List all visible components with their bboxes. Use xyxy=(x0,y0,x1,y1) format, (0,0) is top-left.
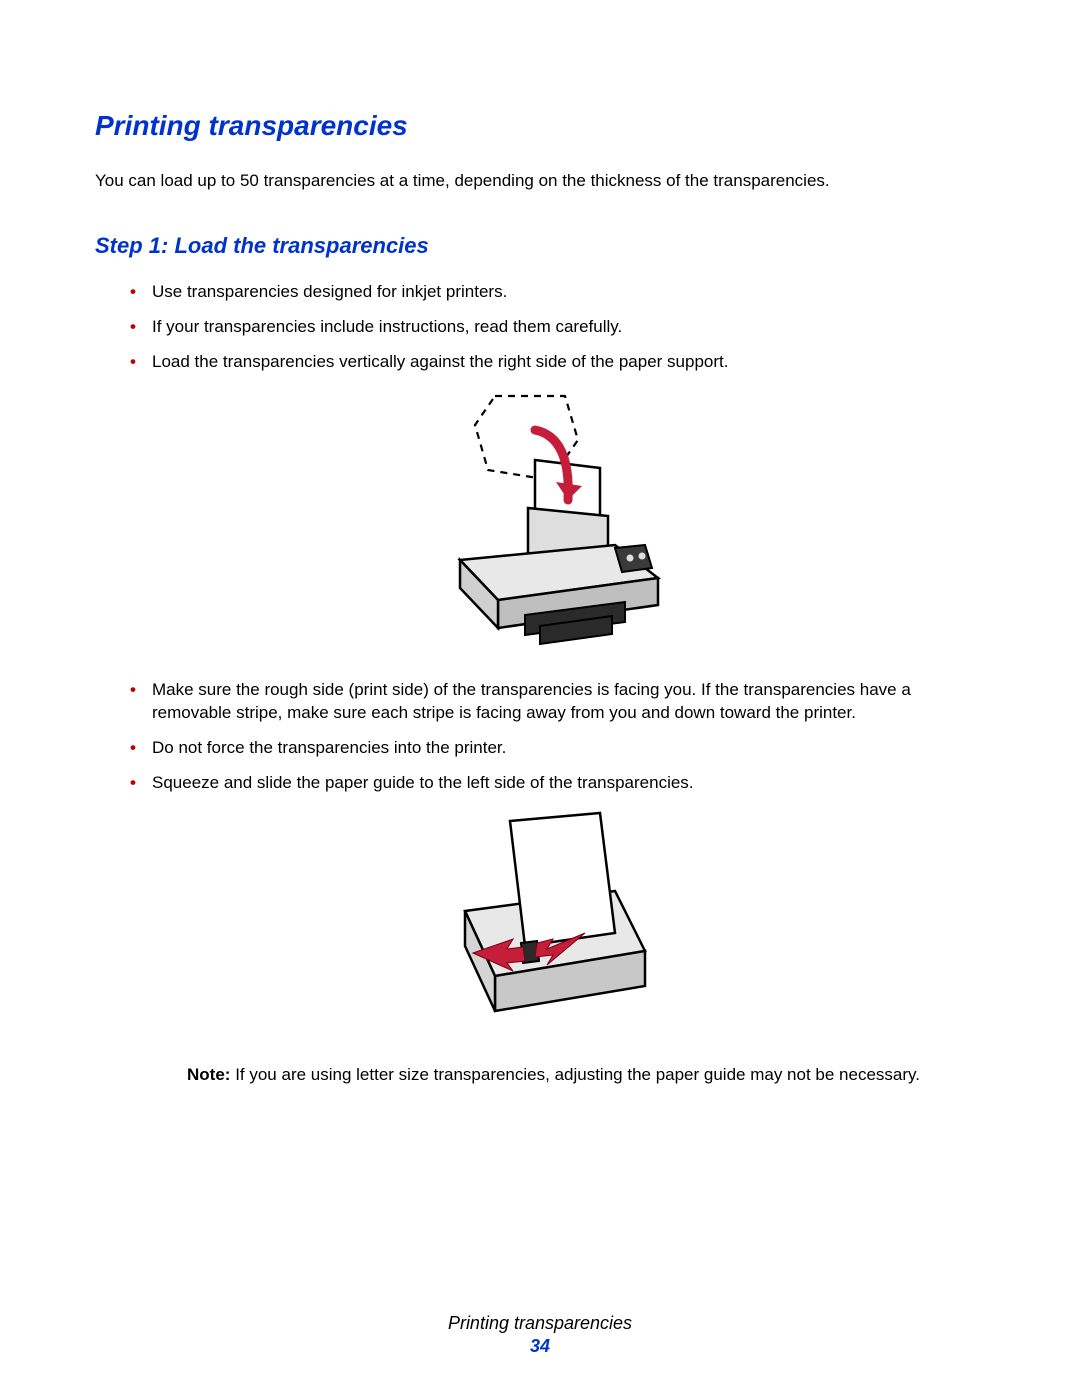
list-item: Squeeze and slide the paper guide to the… xyxy=(130,772,985,795)
list-item: Use transparencies designed for inkjet p… xyxy=(130,281,985,304)
paper-guide-illustration xyxy=(425,811,655,1031)
list-item: Make sure the rough side (print side) of… xyxy=(130,679,985,725)
intro-paragraph: You can load up to 50 transparencies at … xyxy=(95,170,985,193)
figure-2-paper-guide xyxy=(95,811,985,1036)
step-1-title: Step 1: Load the transparencies xyxy=(95,233,985,259)
page-title: Printing transparencies xyxy=(95,110,985,142)
note-block: Note: If you are using letter size trans… xyxy=(95,1064,985,1087)
bullet-list-top: Use transparencies designed for inkjet p… xyxy=(95,281,985,374)
printer-load-illustration xyxy=(390,390,690,650)
footer-page-number: 34 xyxy=(0,1336,1080,1357)
list-item: Load the transparencies vertically again… xyxy=(130,351,985,374)
list-item: If your transparencies include instructi… xyxy=(130,316,985,339)
page-footer: Printing transparencies 34 xyxy=(0,1313,1080,1357)
document-page: Printing transparencies You can load up … xyxy=(0,0,1080,1397)
bullet-list-bottom: Make sure the rough side (print side) of… xyxy=(95,679,985,795)
note-label: Note: xyxy=(187,1065,230,1084)
figure-1-printer-load xyxy=(95,390,985,655)
footer-title: Printing transparencies xyxy=(0,1313,1080,1334)
note-text: If you are using letter size transparenc… xyxy=(235,1065,920,1084)
list-item: Do not force the transparencies into the… xyxy=(130,737,985,760)
